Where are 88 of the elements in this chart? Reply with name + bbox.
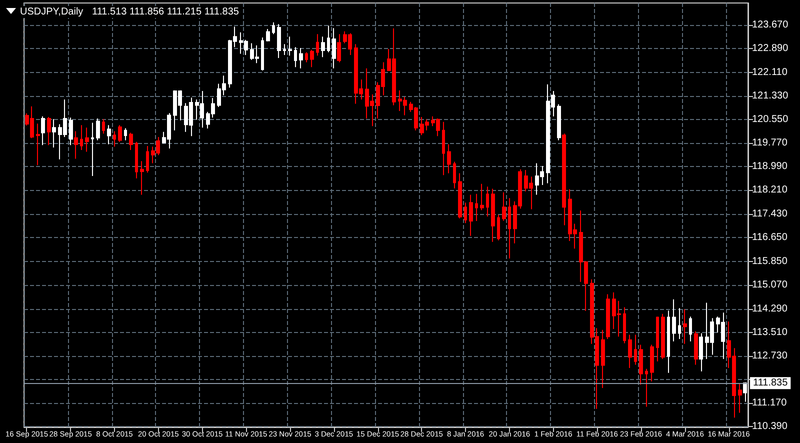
candlestick: [80, 124, 83, 150]
candlestick: [645, 368, 648, 408]
candlestick: [36, 123, 40, 166]
candlestick: [332, 28, 336, 69]
y-tick-label: 110.390: [752, 421, 788, 432]
y-tick-label: 122.110: [752, 66, 788, 78]
candlestick: [294, 46, 297, 68]
candlestick: [118, 124, 122, 142]
candlestick: [694, 330, 698, 366]
candlestick: [52, 118, 56, 148]
candlestick: [277, 24, 281, 59]
candlestick: [562, 133, 566, 226]
candlestick: [628, 334, 632, 369]
y-tick-label: 118.990: [752, 161, 788, 172]
y-tick-label: 116.650: [752, 232, 788, 243]
candlestick: [74, 130, 78, 160]
candlestick: [321, 36, 325, 58]
candlestick: [738, 382, 742, 414]
candlestick: [699, 332, 703, 372]
candlestick: [683, 308, 687, 344]
candlestick: [107, 124, 111, 145]
candlestick: [129, 132, 133, 150]
candlestick: [41, 116, 45, 146]
candlestick: [442, 121, 445, 176]
y-tick-label: 117.430: [752, 208, 788, 220]
y-tick-label: 121.330: [752, 90, 789, 102]
candlestick: [85, 127, 89, 152]
candlestick: [140, 160, 144, 196]
candlestick: [447, 144, 451, 174]
candlestick: [486, 186, 489, 218]
candlestick: [650, 344, 654, 382]
candlestick: [453, 161, 456, 189]
candlestick: [288, 36, 292, 56]
y-tick-label: 122.890: [752, 43, 789, 54]
candlestick: [464, 202, 467, 224]
candlestick: [606, 294, 610, 340]
candlestick: [458, 172, 462, 219]
candlestick: [743, 382, 747, 402]
candlestick: [639, 344, 643, 386]
y-tick-label: 118.210: [752, 184, 788, 196]
candlestick: [261, 36, 264, 71]
candlestick: [491, 188, 495, 242]
candlestick: [327, 25, 330, 53]
y-tick-label: 115.850: [752, 256, 788, 268]
candlestick: [305, 52, 308, 63]
candlestick: [497, 214, 500, 241]
candlestick: [146, 146, 149, 174]
candlestick: [96, 118, 100, 141]
candlestick: [557, 104, 561, 141]
candlestick: [672, 298, 676, 342]
candlestick: [299, 48, 303, 69]
candlestick: [508, 198, 511, 260]
ref-line-label: 111.835: [753, 378, 788, 389]
candlestick: [480, 183, 484, 211]
y-tick-label: 120.550: [752, 114, 789, 125]
chart-subtitle: 111.513 111.856 111.215 111.835: [92, 6, 240, 18]
candlestick: [124, 128, 127, 141]
candlestick: [601, 329, 605, 388]
candlestick: [502, 192, 506, 222]
chart-title: USDJPY,Daily: [20, 6, 84, 18]
candlestick: [475, 193, 478, 222]
candlestick: [102, 118, 105, 134]
candlestick: [634, 334, 637, 366]
candlestick: [135, 141, 138, 179]
y-tick-label: 115.070: [752, 280, 788, 291]
candlestick: [469, 194, 473, 236]
candlestick: [91, 122, 94, 176]
candlestick: [337, 34, 341, 63]
candlestick: [316, 34, 319, 56]
candlestick: [266, 28, 270, 42]
candlestick: [661, 313, 665, 360]
y-tick-label: 111.170: [752, 398, 788, 409]
candlestick: [272, 22, 275, 35]
y-tick-label: 119.770: [752, 138, 788, 149]
candlestick: [667, 310, 670, 374]
candlestick: [656, 316, 659, 362]
y-tick-label: 123.670: [752, 20, 789, 31]
candlestick: [47, 116, 51, 146]
candlestick: [678, 308, 681, 340]
y-tick-label: 112.730: [752, 350, 788, 362]
candlestick: [283, 44, 286, 56]
candlestick: [69, 117, 73, 146]
y-tick-label: 113.510: [752, 326, 788, 338]
y-tick-label: 114.290: [752, 303, 788, 314]
candlestick: [113, 130, 116, 148]
candlestick: [689, 316, 692, 342]
candlestick: [623, 306, 626, 344]
candlestick: [310, 49, 314, 68]
